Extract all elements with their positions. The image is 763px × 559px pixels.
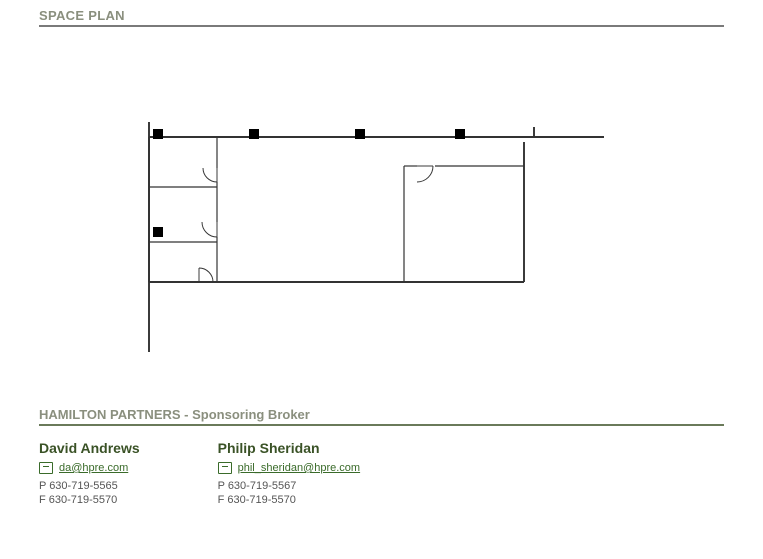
column-marker	[153, 227, 163, 237]
fax-line: F 630-719-5570	[39, 494, 140, 506]
email-link[interactable]: phil_sheridan@hpre.com	[238, 462, 360, 474]
contact-block: Philip Sheridan phil_sheridan@hpre.com P 6…	[218, 440, 360, 508]
email-icon	[218, 462, 232, 474]
floorplan-diagram	[139, 122, 604, 352]
contact-block: David Andrews da@hpre.com P 630-719-5565 F …	[39, 440, 140, 508]
column-marker	[355, 129, 365, 139]
broker-section-heading: HAMILTON PARTNERS - Sponsoring Broker	[39, 407, 724, 422]
contacts-row: David Andrews da@hpre.com P 630-719-5565 F …	[39, 440, 724, 508]
column-marker	[455, 129, 465, 139]
door-arc	[199, 268, 213, 282]
phone-line: P 630-719-5567	[218, 480, 360, 492]
section-heading: SPACE PLAN	[39, 8, 724, 23]
phone-line: P 630-719-5565	[39, 480, 140, 492]
divider	[39, 424, 724, 426]
door-arc	[417, 166, 433, 182]
email-row: da@hpre.com	[39, 462, 140, 474]
contact-name: Philip Sheridan	[218, 440, 360, 456]
fax-line: F 630-719-5570	[218, 494, 360, 506]
floorplan-container	[39, 122, 724, 352]
contact-name: David Andrews	[39, 440, 140, 456]
email-row: phil_sheridan@hpre.com	[218, 462, 360, 474]
door-arc	[203, 168, 217, 182]
divider	[39, 25, 724, 27]
door-arc	[202, 222, 217, 237]
column-marker	[153, 129, 163, 139]
email-link[interactable]: da@hpre.com	[59, 462, 128, 474]
column-marker	[249, 129, 259, 139]
email-icon	[39, 462, 53, 474]
